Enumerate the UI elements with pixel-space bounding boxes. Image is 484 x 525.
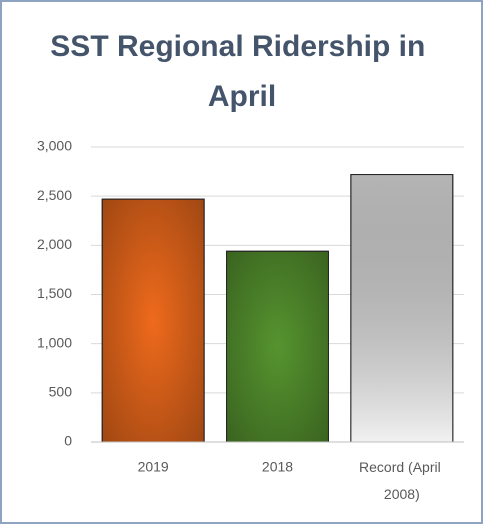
- bar-shading: [101, 198, 205, 443]
- y-tick-label: 500: [49, 384, 73, 400]
- bar-group: [350, 174, 454, 443]
- y-tick-label: 1,000: [37, 334, 72, 350]
- bar-shading: [226, 250, 329, 443]
- y-tick-label: 1,500: [37, 285, 72, 301]
- y-tick-label: 2,000: [37, 236, 72, 252]
- x-tick-label: Record (April 2008): [359, 459, 445, 502]
- chart-title: SST Regional Ridership in April: [50, 30, 433, 113]
- bar-shading: [350, 174, 454, 443]
- bar-group: [101, 198, 205, 443]
- y-tick-label: 3,000: [37, 138, 72, 154]
- y-tick-label: 2,500: [37, 187, 72, 203]
- bar-group: [226, 250, 329, 443]
- y-tick-label: 0: [64, 433, 72, 449]
- x-tick-label: 2018: [262, 459, 293, 475]
- x-tick-label: 2019: [138, 459, 169, 475]
